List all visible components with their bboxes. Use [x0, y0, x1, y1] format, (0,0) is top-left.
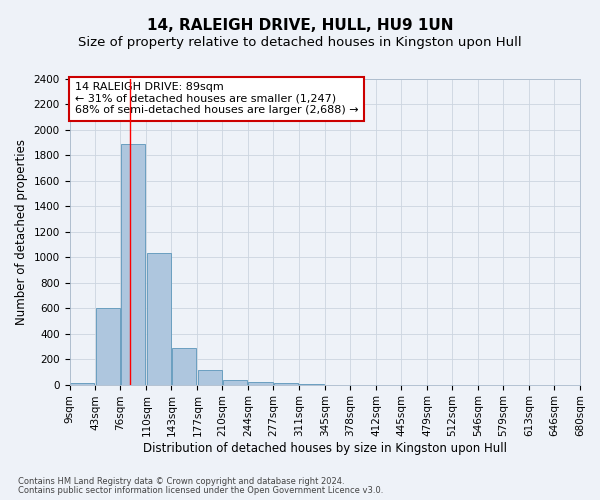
X-axis label: Distribution of detached houses by size in Kingston upon Hull: Distribution of detached houses by size … [143, 442, 507, 455]
Bar [95, 308, 121, 384]
Bar [274, 382, 298, 384]
Text: Size of property relative to detached houses in Kingston upon Hull: Size of property relative to detached ho… [78, 36, 522, 49]
Bar [223, 380, 247, 384]
Y-axis label: Number of detached properties: Number of detached properties [15, 139, 28, 325]
Text: Contains HM Land Registry data © Crown copyright and database right 2024.: Contains HM Land Registry data © Crown c… [18, 477, 344, 486]
Bar [172, 348, 196, 385]
Bar [197, 370, 222, 384]
Bar [121, 144, 145, 384]
Bar [146, 253, 171, 384]
Text: 14 RALEIGH DRIVE: 89sqm
← 31% of detached houses are smaller (1,247)
68% of semi: 14 RALEIGH DRIVE: 89sqm ← 31% of detache… [74, 82, 358, 116]
Text: 14, RALEIGH DRIVE, HULL, HU9 1UN: 14, RALEIGH DRIVE, HULL, HU9 1UN [147, 18, 453, 32]
Bar [248, 382, 273, 384]
Text: Contains public sector information licensed under the Open Government Licence v3: Contains public sector information licen… [18, 486, 383, 495]
Bar [70, 382, 94, 384]
